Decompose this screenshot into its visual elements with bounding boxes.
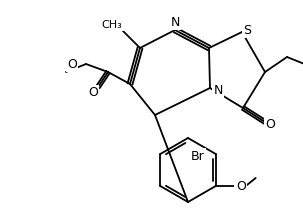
Text: Br: Br	[191, 150, 205, 163]
Text: O: O	[265, 117, 275, 130]
Text: O: O	[88, 87, 98, 100]
Text: N: N	[213, 84, 223, 97]
Text: S: S	[243, 23, 251, 36]
Text: N: N	[170, 15, 180, 28]
Text: O: O	[236, 179, 246, 192]
Text: CH₃: CH₃	[102, 20, 122, 30]
Text: O: O	[67, 58, 77, 71]
